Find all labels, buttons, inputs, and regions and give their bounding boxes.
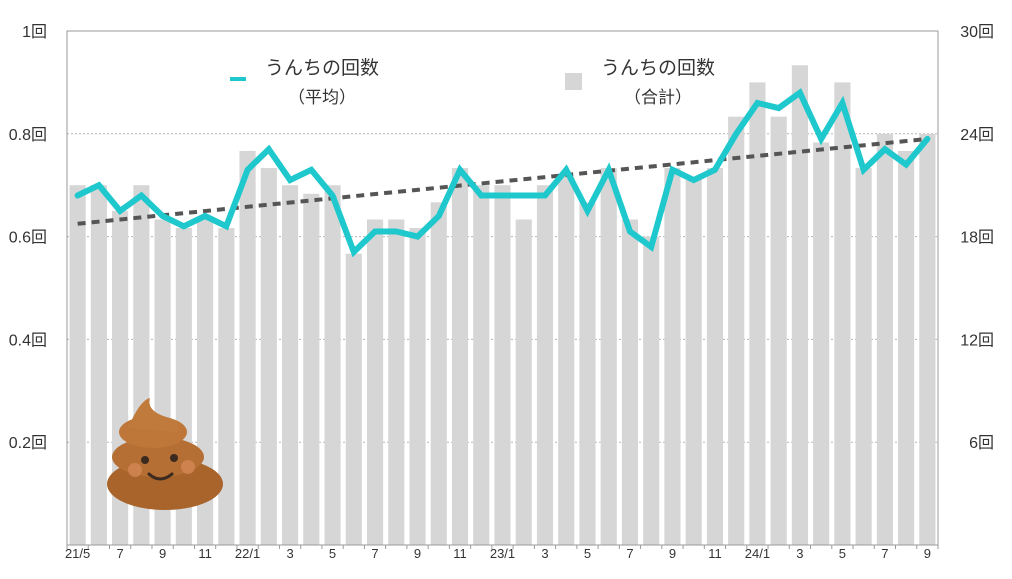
y-right-tick-label: 24回 [960,127,994,144]
x-tick-label: 24/1 [745,546,770,561]
bar [643,237,659,545]
bar [707,168,723,545]
x-tick-label: 11 [708,546,722,561]
x-tick-label: 11 [198,546,212,561]
x-tick-label: 7 [116,546,123,561]
bar [409,228,425,545]
bar [813,142,829,545]
bar [494,185,510,545]
x-tick-label: 9 [924,546,931,561]
bar [431,202,447,545]
x-tick-label: 3 [796,546,803,561]
bar [324,185,340,545]
bar [346,254,362,545]
bar [388,219,404,545]
x-tick-label: 7 [881,546,888,561]
legend-bar-label: うんちの回数 [601,57,715,79]
x-tick-label: 23/1 [490,546,515,561]
y-right-tick-label: 30回 [960,24,994,41]
bar [601,168,617,545]
legend-bar-swatch [565,73,582,90]
x-tick-label: 11 [453,546,467,561]
bar [579,202,595,545]
y-right-tick-label: 18回 [960,230,994,247]
x-tick-label: 21/5 [65,546,90,561]
bar [70,185,86,545]
x-tick-label: 5 [329,546,336,561]
bar [877,134,893,545]
bar [792,65,808,545]
x-tick-label: 5 [839,546,846,561]
x-tick-label: 9 [669,546,676,561]
bar [919,134,935,545]
bar [282,185,298,545]
x-tick-label: 7 [626,546,633,561]
x-tick-label: 3 [286,546,293,561]
bar [728,117,744,545]
legend-line-label: うんちの回数 [265,57,379,79]
x-tick-label: 7 [371,546,378,561]
bar [771,117,787,545]
y-left-tick-label: 0.8回 [9,127,47,144]
x-tick-label: 22/1 [235,546,260,561]
legend-line-sublabel: （平均） [288,88,356,107]
bar [664,168,680,545]
bar [473,185,489,545]
bar [558,177,574,545]
bar [622,219,638,545]
y-right-tick-label: 6回 [969,435,994,452]
bar [367,219,383,545]
y-right-tick-label: 12回 [960,332,994,349]
bar [537,185,553,545]
y-left-tick-label: 1回 [22,24,47,41]
y-left-tick-label: 0.4回 [9,332,47,349]
bar [452,168,468,545]
x-tick-label: 5 [584,546,591,561]
x-tick-label: 9 [159,546,166,561]
x-tick-label: 9 [414,546,421,561]
bar [856,168,872,545]
bar [303,194,319,545]
bar [516,219,532,545]
legend-bar-sublabel: （合計） [624,88,692,107]
legend: うんちの回数 （平均） うんちの回数 （合計） [230,57,715,107]
bar [834,82,850,545]
bar [261,168,277,545]
y-left-tick-label: 0.2回 [9,435,47,452]
x-tick-label: 3 [541,546,548,561]
bar [240,151,256,545]
bar [749,82,765,545]
bar [898,151,914,545]
bar [218,228,234,545]
y-left-tick-label: 0.6回 [9,230,47,247]
bar [686,177,702,545]
bar [91,185,107,545]
